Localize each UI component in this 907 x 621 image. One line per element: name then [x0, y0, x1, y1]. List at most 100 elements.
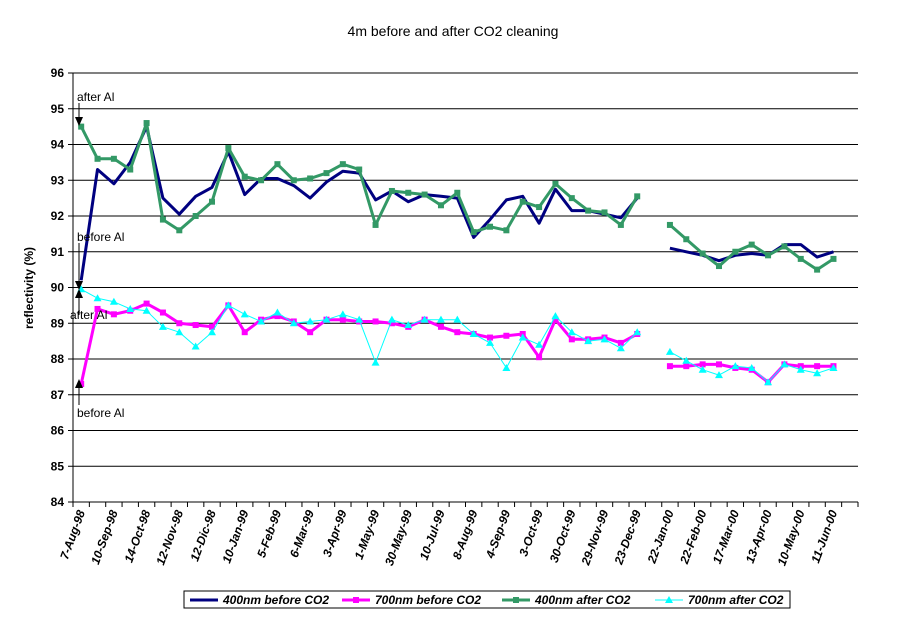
- data-point: [307, 175, 314, 182]
- x-tick-label: 30-May-99: [382, 508, 415, 568]
- annotation-label: before Al: [77, 406, 124, 420]
- data-point: [683, 236, 690, 243]
- series-3: [77, 285, 838, 386]
- data-point: [127, 166, 134, 173]
- data-point: [699, 361, 706, 368]
- x-tick-label: 23-Dec-99: [611, 508, 644, 567]
- x-tick-label: 4-Sep-99: [483, 508, 514, 561]
- data-point: [388, 187, 395, 194]
- data-point: [241, 329, 248, 336]
- data-point: [306, 317, 315, 325]
- annotation-arrowhead: [75, 289, 83, 298]
- annotation-label: before Al: [77, 230, 124, 244]
- data-point: [371, 358, 380, 366]
- data-point: [552, 180, 559, 187]
- data-point: [617, 339, 624, 346]
- data-point: [420, 315, 429, 323]
- data-point: [192, 322, 199, 329]
- y-tick-label: 85: [51, 459, 65, 473]
- data-point: [714, 371, 723, 379]
- data-point: [372, 221, 379, 228]
- data-point: [209, 323, 216, 330]
- data-point: [387, 315, 396, 323]
- data-point: [470, 229, 477, 236]
- data-point: [191, 342, 200, 350]
- data-point: [110, 311, 117, 318]
- data-point: [126, 304, 135, 312]
- data-point: [274, 313, 281, 320]
- data-point: [536, 204, 543, 211]
- data-point: [502, 363, 511, 371]
- data-point: [208, 328, 217, 336]
- data-point: [551, 312, 560, 320]
- x-tick-label: 5-Feb-99: [254, 508, 284, 559]
- data-point: [273, 308, 282, 316]
- data-point: [192, 213, 199, 219]
- data-point: [699, 250, 706, 257]
- data-point: [143, 120, 150, 127]
- x-tick-label: 10-Jul-99: [417, 508, 448, 562]
- data-point: [830, 255, 837, 262]
- x-tick-label: 3-Apr-99: [320, 508, 350, 559]
- y-tick-label: 90: [51, 281, 65, 295]
- series-0: [79, 125, 834, 281]
- data-point: [814, 363, 821, 370]
- x-tick-label: 12-Nov-98: [153, 508, 186, 567]
- data-point: [257, 317, 266, 325]
- data-point: [175, 328, 184, 336]
- data-point: [356, 166, 363, 173]
- data-point: [388, 320, 395, 327]
- data-point: [797, 255, 804, 262]
- x-tick-label: 7-Aug-98: [57, 508, 88, 561]
- data-point: [404, 321, 413, 329]
- data-point: [224, 301, 233, 309]
- data-point: [552, 316, 559, 323]
- y-tick-label: 93: [51, 173, 65, 187]
- data-point: [143, 300, 150, 307]
- y-tick-label: 95: [51, 102, 65, 116]
- data-point: [338, 310, 347, 318]
- data-point: [486, 338, 495, 346]
- y-tick-label: 89: [51, 316, 65, 330]
- data-point: [339, 316, 346, 323]
- data-point: [535, 340, 544, 348]
- data-point: [829, 363, 838, 371]
- data-point: [209, 198, 216, 205]
- data-point: [323, 170, 330, 177]
- data-point: [307, 329, 314, 336]
- data-point: [814, 266, 821, 273]
- data-point: [616, 344, 625, 352]
- data-point: [159, 309, 166, 316]
- x-tick-label: 17-Mar-00: [710, 508, 742, 566]
- x-tick-label: 10-May-00: [775, 508, 808, 568]
- annotation-arrowhead: [75, 117, 83, 126]
- data-point: [454, 329, 461, 336]
- data-point: [355, 315, 364, 323]
- data-point: [225, 145, 232, 152]
- annotation-arrowhead: [75, 379, 83, 388]
- x-tick-label: 11-Jun-00: [808, 508, 840, 565]
- x-tick-label: 22-Feb-00: [677, 508, 710, 567]
- x-tick-label: 6-Mar-99: [287, 508, 317, 559]
- data-point: [339, 161, 346, 168]
- annotation-arrowhead: [75, 281, 83, 290]
- data-point: [437, 202, 444, 209]
- series-2: [78, 120, 837, 273]
- data-point: [617, 221, 624, 228]
- data-point: [176, 227, 183, 234]
- legend: 400nm before CO2 700nm before CO2 400nm af…: [183, 590, 791, 609]
- legend-label: 400nm before CO2: [222, 593, 329, 607]
- data-point: [110, 155, 117, 162]
- data-point: [600, 335, 609, 343]
- data-point: [405, 189, 412, 196]
- series-line: [669, 243, 834, 263]
- data-point: [536, 354, 543, 361]
- data-point: [421, 191, 428, 198]
- data-point: [437, 323, 444, 330]
- data-point: [732, 248, 739, 255]
- data-point: [240, 310, 249, 318]
- data-point: [372, 318, 379, 325]
- data-point: [698, 365, 707, 373]
- y-tick-label: 84: [51, 495, 65, 509]
